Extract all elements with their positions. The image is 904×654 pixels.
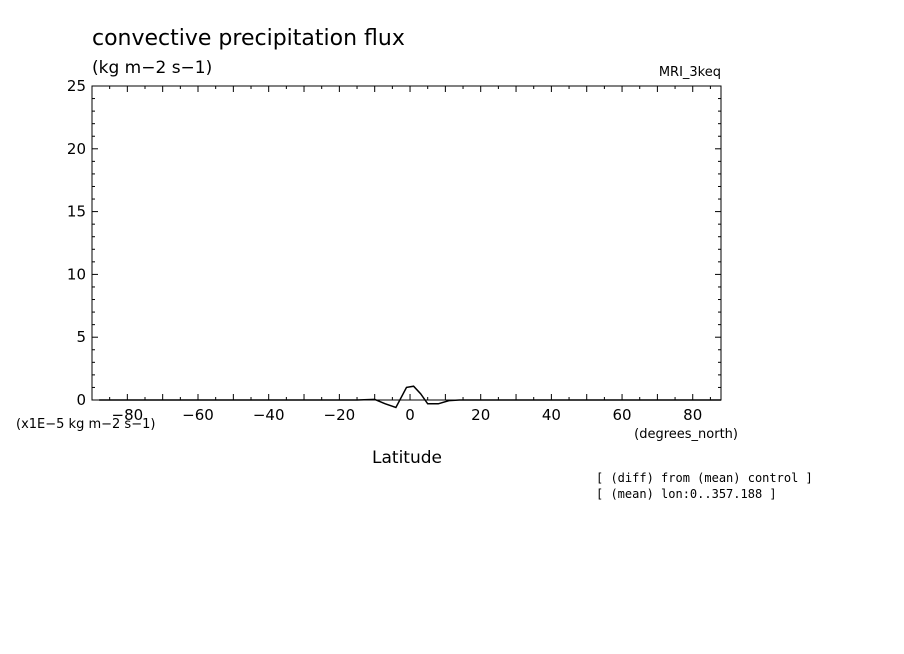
- y-tick-label: 10: [67, 265, 86, 283]
- chart-title: convective precipitation flux: [92, 26, 405, 51]
- x-tick-label: −80: [112, 406, 144, 424]
- axis-tick-labels: −80 −60 −40 −20 0 20 40 60 80 0 5 10 15 20 25: [67, 77, 702, 424]
- chart-subtitle: (kg m−2 s−1): [92, 58, 212, 78]
- x-axis-title: Latitude: [372, 448, 442, 468]
- y-tick-label: 20: [67, 140, 86, 158]
- y-tick-label: 25: [67, 77, 86, 95]
- x-tick-label: 60: [613, 406, 632, 424]
- x-tick-label: −20: [324, 406, 356, 424]
- y-tick-label: 0: [76, 391, 86, 409]
- plot-frame: [91, 85, 722, 401]
- series-line: [99, 385, 721, 409]
- x-units-label: (degrees_north): [634, 427, 738, 442]
- note-diff: [ (diff) from (mean) control ]: [596, 471, 813, 485]
- x-tick-label: −60: [182, 406, 214, 424]
- x-tick-label: −40: [253, 406, 285, 424]
- axis-ticks: [91, 85, 721, 401]
- x-tick-label: 0: [405, 406, 415, 424]
- x-tick-label: 20: [471, 406, 490, 424]
- x-tick-label: 80: [683, 406, 702, 424]
- y-tick-label: 5: [76, 328, 86, 346]
- model-label: MRI_3keq: [659, 65, 721, 80]
- note-mean: [ (mean) lon:0..357.188 ]: [596, 487, 777, 501]
- y-units-label: (x1E−5 kg m−2 s−1): [16, 417, 155, 432]
- x-tick-label: 40: [542, 406, 561, 424]
- y-tick-label: 15: [67, 203, 86, 221]
